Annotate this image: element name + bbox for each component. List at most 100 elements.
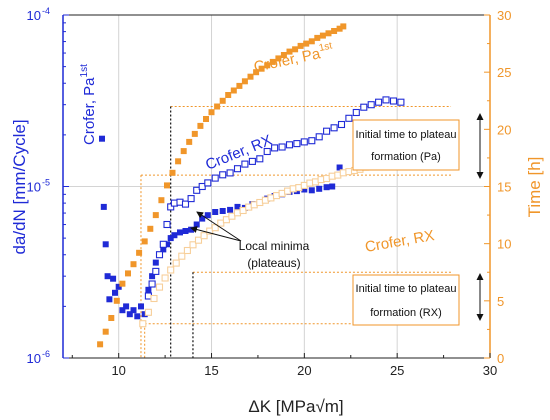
annotation-rx-line-1: Initial time to plateau xyxy=(356,283,457,295)
series-1-point-2 xyxy=(152,267,160,275)
annotation-rx-box-frame xyxy=(352,274,460,326)
series-1-point-21 xyxy=(263,147,271,156)
y-left-tick-exponent-1: -5 xyxy=(42,178,50,188)
series-0-point-11 xyxy=(130,307,137,314)
series-0-point-16 xyxy=(149,273,156,280)
series-1-point-22 xyxy=(271,144,279,152)
series-label-3: Crofer, RX xyxy=(364,227,436,256)
x-tick-label-3: 25 xyxy=(390,363,404,378)
annotation-pa-box: Initial time to plateau formation (Pa) xyxy=(352,119,460,171)
y-right-tick-label-2: 10 xyxy=(497,237,511,252)
series-1-point-18 xyxy=(241,160,249,168)
series-3-point-2 xyxy=(150,294,158,303)
series-0-point-25 xyxy=(188,226,195,233)
annotation-pa-line-1: Initial time to plateau xyxy=(356,129,457,141)
series-0-point-41 xyxy=(301,186,308,193)
series-3-point-10 xyxy=(194,236,203,244)
series-1-point-5 xyxy=(163,220,171,229)
series-2-point-37 xyxy=(303,40,310,47)
series-2-point-17 xyxy=(191,130,198,137)
series-2-point-9 xyxy=(147,225,154,232)
series-2-point-11 xyxy=(158,197,165,204)
series-1-point-4 xyxy=(159,240,167,248)
series-2-point-30 xyxy=(264,62,271,69)
local-minima-line-2: (plateaus) xyxy=(247,256,300,270)
series-0-point-15 xyxy=(145,286,152,293)
series-0-point-17 xyxy=(152,259,159,266)
series-1-point-33 xyxy=(352,108,360,117)
series-0-point-5 xyxy=(110,275,117,282)
series-1-point-36 xyxy=(375,98,383,106)
series-2-point-39 xyxy=(314,34,321,41)
series-2-point-4 xyxy=(119,280,126,287)
series-1-point-16 xyxy=(226,169,234,177)
local-minima-arrow-2 xyxy=(190,226,242,242)
series-1-point-24 xyxy=(285,141,294,149)
series-3-point-0 xyxy=(139,320,147,328)
annotation-pa-box-frame xyxy=(352,119,460,171)
series-2-point-7 xyxy=(136,249,143,256)
series-0-point-44 xyxy=(323,184,330,191)
annotation-pa-line-2: formation (Pa) xyxy=(371,151,441,163)
local-minima-line-1: Local minima xyxy=(239,239,310,253)
series-2-point-6 xyxy=(130,261,137,268)
series-1-point-17 xyxy=(233,165,242,173)
series-2-point-0 xyxy=(97,341,104,348)
series-1-point-23 xyxy=(278,143,286,151)
series-3-point-13 xyxy=(211,224,219,232)
series-1-point-1 xyxy=(148,280,156,288)
series-1-point-30 xyxy=(330,124,338,132)
series-1-point-37 xyxy=(382,96,390,104)
y-right-tick-label-1: 5 xyxy=(497,294,504,309)
y-left-tick-exponent-2: -4 xyxy=(42,6,50,16)
series-2-point-41 xyxy=(325,30,332,37)
y-left-tick-label-2: 10 xyxy=(27,8,41,23)
series-0-point-28 xyxy=(204,212,211,219)
series-0-point-22 xyxy=(171,232,178,239)
series-0-point-32 xyxy=(234,203,241,210)
series-2-point-21 xyxy=(214,103,221,110)
series-2-point-40 xyxy=(319,32,326,39)
series-1-point-3 xyxy=(155,251,164,259)
series-2-point-33 xyxy=(280,52,287,58)
series-0-point-3 xyxy=(104,273,111,280)
series-0-point-20 xyxy=(164,241,170,248)
series-2-point-24 xyxy=(230,87,237,94)
series-2-point-5 xyxy=(125,270,131,277)
series-label-2: Crofer, Pa1st xyxy=(252,40,335,75)
right-axis-label: Time [h] xyxy=(525,157,544,218)
series-1-point-15 xyxy=(219,171,227,179)
series-3-point-5 xyxy=(167,266,175,274)
series-1-point-10 xyxy=(187,195,195,203)
series-1-point-14 xyxy=(211,174,219,182)
series-2-point-20 xyxy=(208,109,215,116)
series-label-0-superscript: 1st xyxy=(79,64,90,78)
series-2-point-31 xyxy=(269,58,276,65)
series-1-point-35 xyxy=(367,101,375,109)
x-tick-label-0: 10 xyxy=(111,363,125,378)
series-0-point-6 xyxy=(112,289,118,296)
annotation-rx-box: Initial time to plateau formation (RX) xyxy=(352,274,460,326)
series-3-point-6 xyxy=(172,259,180,267)
series-2-point-19 xyxy=(203,116,209,122)
y-right-tick-label-3: 15 xyxy=(497,180,511,195)
y-left-tick-label-1: 10 xyxy=(27,180,41,195)
series-1-point-26 xyxy=(300,138,308,146)
series-3-point-9 xyxy=(189,241,197,249)
series-2-point-35 xyxy=(292,46,299,53)
series-0-point-46 xyxy=(336,164,343,171)
series-1-point-12 xyxy=(198,182,206,191)
local-minima-arrow-1 xyxy=(196,211,242,242)
series-0-point-8 xyxy=(119,307,126,314)
series-0-point-19 xyxy=(160,246,167,253)
series-0-point-4 xyxy=(106,296,113,303)
series-1-point-39 xyxy=(397,98,405,106)
series-3-point-1 xyxy=(144,308,152,316)
series-2-point-43 xyxy=(336,25,343,32)
y-left-tick-label-0: 10 xyxy=(27,351,41,366)
series-2-point-36 xyxy=(297,42,304,49)
series-2-point-10 xyxy=(152,212,159,219)
series-2-point-3 xyxy=(113,297,120,304)
